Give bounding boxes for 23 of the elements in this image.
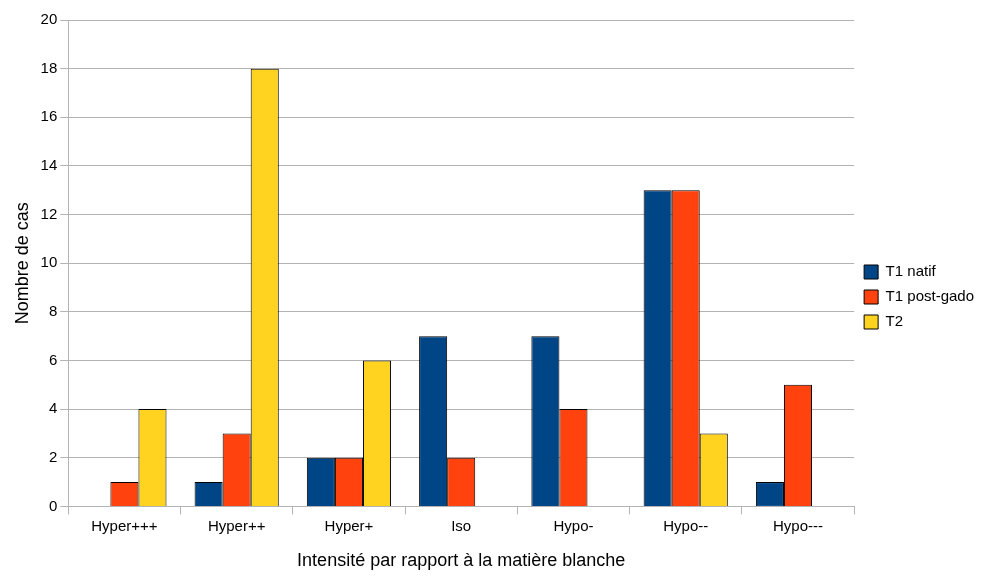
x-axis-title: Intensité par rapport à la matière blanche bbox=[297, 550, 626, 571]
y-tick-label: 8 bbox=[48, 301, 58, 319]
y-tick-label: 20 bbox=[40, 10, 58, 28]
y-tick-label: 0 bbox=[48, 496, 58, 514]
y-tick-label: 18 bbox=[40, 58, 58, 76]
legend-label: T1 natif bbox=[885, 262, 937, 280]
legend-label: T2 bbox=[885, 312, 904, 330]
y-tick-label: 2 bbox=[48, 447, 58, 465]
x-tick-label: Hypo-- bbox=[663, 516, 709, 534]
y-tick-label: 10 bbox=[40, 253, 58, 271]
y-tick-label: 12 bbox=[40, 204, 58, 222]
x-tick-label: Iso bbox=[451, 516, 472, 534]
x-tick-label: Hyper++ bbox=[207, 516, 266, 534]
y-axis-title: Nombre de cas bbox=[11, 202, 32, 325]
x-tick-label: Hyper+++ bbox=[91, 516, 158, 534]
x-tick-label: Hypo--- bbox=[772, 516, 823, 534]
x-tick-label: Hypo- bbox=[553, 516, 594, 534]
y-tick-label: 6 bbox=[48, 350, 58, 368]
x-tick-label: Hyper+ bbox=[324, 516, 374, 534]
y-tick-label: 14 bbox=[40, 156, 58, 174]
legend-label: T1 post-gado bbox=[885, 287, 974, 305]
y-tick-label: 16 bbox=[40, 107, 58, 125]
y-tick-label: 4 bbox=[48, 399, 58, 417]
